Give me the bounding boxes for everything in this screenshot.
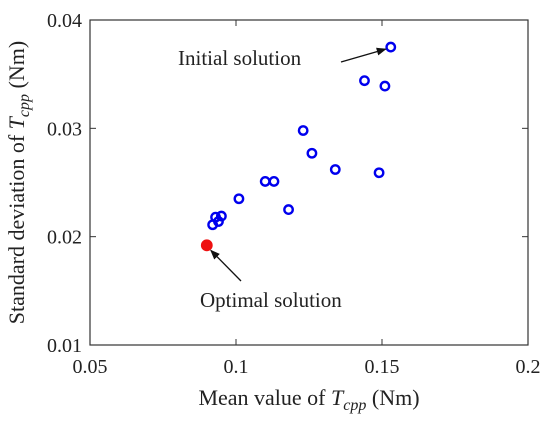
x-tick-label: 0.1 (224, 356, 249, 378)
y-tick-label: 0.03 (47, 118, 82, 140)
initial-solution-arrow (340, 47, 387, 63)
data-point (233, 193, 245, 205)
x-tick-label: 0.15 (365, 356, 400, 378)
x-tick-label: 0.05 (73, 356, 108, 378)
data-point (373, 167, 385, 179)
data-point (385, 41, 397, 53)
data-point (283, 204, 294, 215)
chart-marks (200, 41, 397, 252)
optimal-solution-label: Optimal solution (200, 288, 342, 312)
data-point (306, 147, 318, 159)
initial-solution-label: Initial solution (178, 46, 302, 70)
data-point (297, 125, 309, 136)
data-point (359, 75, 370, 87)
data-point (329, 164, 341, 175)
x-tick-label: 0.2 (516, 356, 541, 378)
y-tick-label: 0.02 (47, 227, 82, 249)
plot-area-frame (89, 19, 529, 346)
data-point (259, 176, 271, 187)
axis-ticks: 0.05 0.1 0.15 0.2 0.01 0.02 0.03 0.04 (47, 10, 541, 378)
x-axis-label: Mean value of Tcpp (Nm) (198, 385, 419, 414)
y-tick-label: 0.01 (47, 335, 82, 357)
y-axis-label: Standard deviation of Tcpp (Nm) (4, 41, 33, 324)
optimal-point (200, 239, 213, 252)
y-tick-label: 0.04 (47, 10, 82, 32)
annotations: Initial solution Optimal solution (178, 46, 387, 312)
data-point (379, 80, 391, 92)
data-point (207, 219, 219, 231)
data-point (268, 176, 280, 187)
optimal-solution-arrow (210, 249, 242, 282)
